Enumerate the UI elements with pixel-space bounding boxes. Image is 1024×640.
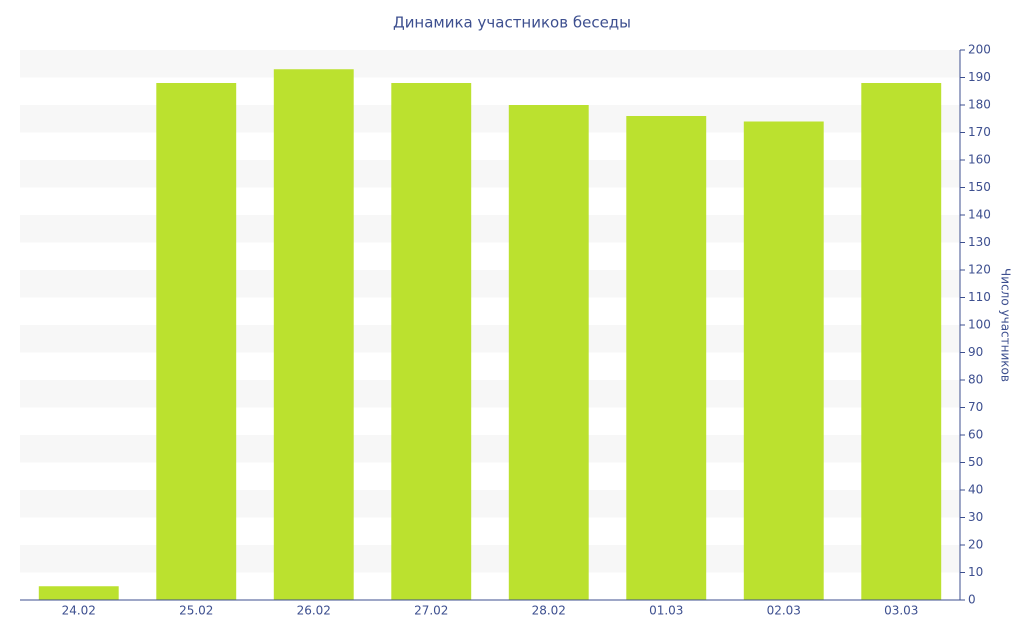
y-tick-label: 20 (968, 538, 983, 552)
bar (626, 116, 707, 600)
y-tick-label: 140 (968, 208, 991, 222)
y-tick-label: 200 (968, 43, 991, 57)
x-tick-label: 01.03 (649, 604, 683, 618)
bar (273, 69, 354, 600)
y-tick-label: 100 (968, 318, 991, 332)
y-tick-label: 190 (968, 70, 991, 84)
y-tick-label: 110 (968, 290, 991, 304)
x-tick-label: 24.02 (62, 604, 96, 618)
bar (38, 586, 119, 600)
y-tick-label: 170 (968, 125, 991, 139)
y-tick-label: 60 (968, 428, 983, 442)
y-tick-label: 150 (968, 180, 991, 194)
x-tick-label: 26.02 (297, 604, 331, 618)
y-tick-label: 180 (968, 98, 991, 112)
bar (156, 83, 237, 600)
y-tick-label: 50 (968, 455, 983, 469)
y-tick-label: 90 (968, 345, 983, 359)
y-axis-label: Число участников (999, 268, 1013, 382)
chart-title: Динамика участников беседы (393, 14, 631, 32)
y-tick-label: 130 (968, 235, 991, 249)
y-tick-label: 30 (968, 510, 983, 524)
grid-band (20, 50, 960, 78)
x-tick-label: 02.03 (767, 604, 801, 618)
bar (861, 83, 942, 600)
x-tick-label: 25.02 (179, 604, 213, 618)
bar (391, 83, 472, 600)
x-tick-label: 03.03 (884, 604, 918, 618)
y-tick-label: 0 (968, 593, 976, 607)
y-tick-label: 70 (968, 400, 983, 414)
y-tick-label: 160 (968, 153, 991, 167)
x-tick-label: 28.02 (532, 604, 566, 618)
bar (743, 121, 824, 600)
bar (508, 105, 589, 600)
y-tick-label: 40 (968, 483, 983, 497)
y-tick-label: 120 (968, 263, 991, 277)
y-tick-label: 80 (968, 373, 983, 387)
y-tick-label: 10 (968, 565, 983, 579)
x-tick-label: 27.02 (414, 604, 448, 618)
